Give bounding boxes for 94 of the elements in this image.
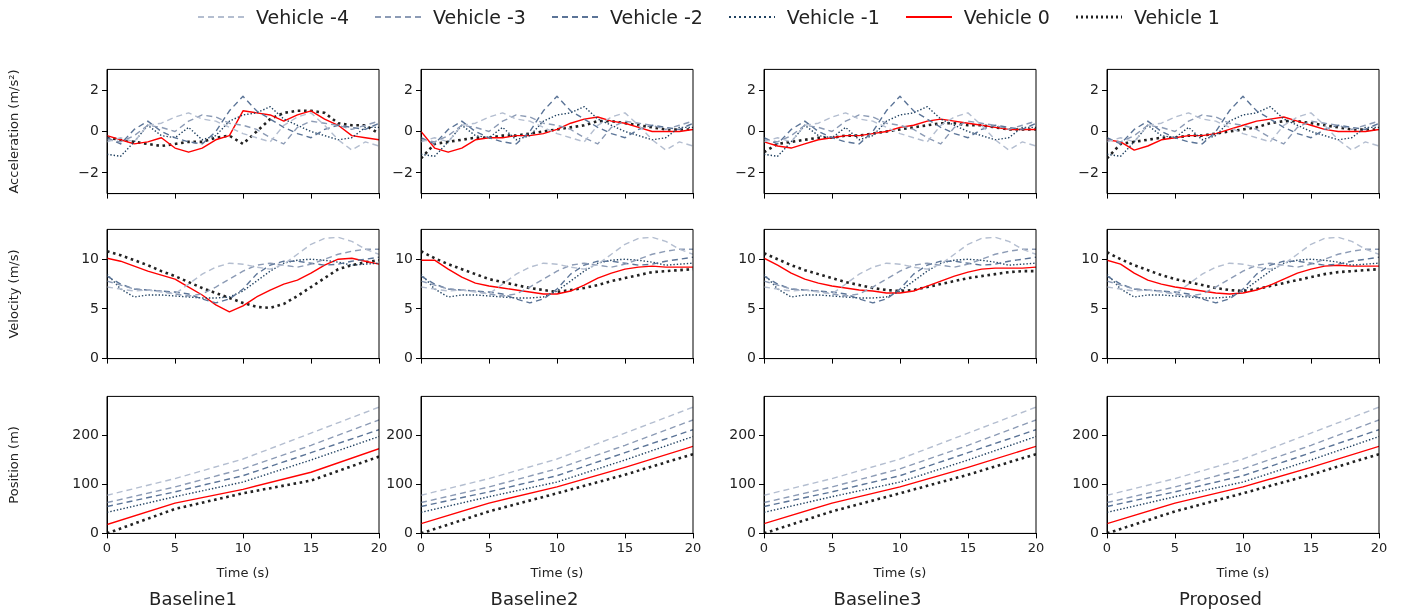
x-tick-label: 15	[302, 539, 320, 555]
x-tick-label: 15	[1302, 539, 1320, 555]
y-tick-label: 5	[404, 299, 413, 316]
text: Proposed	[1179, 587, 1262, 609]
y-tick-label: 200	[72, 426, 99, 443]
x-axis-title: Time (s)	[872, 564, 927, 580]
line-series	[421, 435, 693, 514]
line-series	[1107, 406, 1379, 496]
y-tick-label: 100	[1072, 475, 1099, 492]
line-series	[107, 236, 379, 295]
y-tick-label: 2	[1090, 80, 1099, 97]
line-series	[421, 236, 693, 295]
line-series	[107, 248, 379, 297]
line-series	[107, 435, 379, 514]
line-series	[764, 112, 1036, 151]
y-tick-label: 0	[747, 349, 756, 366]
x-tick-label: 20	[1370, 539, 1388, 555]
y-tick-label: −2	[78, 163, 99, 180]
y-tick-label: 100	[729, 475, 756, 492]
x-axis-title: Time (s)	[529, 564, 584, 580]
x-tick-label: 20	[370, 539, 388, 555]
y-tick-label: 5	[1090, 299, 1099, 316]
x-tick-label: 0	[416, 539, 426, 555]
text: Baseline3	[833, 587, 922, 609]
legend-label: Vehicle 0	[963, 6, 1050, 28]
y-tick-label: 10	[738, 249, 756, 266]
y-tick-label: 200	[1072, 426, 1099, 443]
x-tick-label: 20	[684, 539, 702, 555]
x-tick-label: 10	[891, 539, 909, 555]
y-tick-label: 200	[729, 426, 756, 443]
x-tick-label: 15	[616, 539, 634, 555]
line-series	[421, 105, 693, 158]
line-series	[1107, 236, 1379, 295]
y-tick-label: 2	[90, 80, 99, 97]
y-tick-label: 0	[90, 122, 99, 139]
line-series	[764, 105, 1036, 158]
y-tick-label: 5	[747, 299, 756, 316]
x-tick-label: 20	[1027, 539, 1045, 555]
text: Baseline2	[490, 587, 579, 609]
x-axis-title: Time (s)	[215, 564, 270, 580]
y-tick-label: 0	[747, 122, 756, 139]
x-tick-label: 0	[1102, 539, 1112, 555]
x-tick-label: 10	[1234, 539, 1252, 555]
y-tick-label: 100	[72, 475, 99, 492]
line-series	[107, 406, 379, 496]
y-tick-label: 200	[386, 426, 413, 443]
y-tick-label: −2	[1078, 163, 1099, 180]
line-series	[764, 406, 1036, 496]
y-tick-label: 0	[90, 524, 99, 541]
legend-label: Vehicle 1	[1133, 6, 1220, 28]
line-series	[421, 95, 693, 145]
y-tick-label: 0	[404, 349, 413, 366]
y-tick-label: 2	[747, 80, 756, 97]
y-tick-label: 0	[404, 524, 413, 541]
legend-label: Vehicle -3	[432, 6, 526, 28]
line-series	[421, 406, 693, 496]
y-tick-label: 2	[404, 80, 413, 97]
x-tick-label: 15	[959, 539, 977, 555]
line-series	[764, 236, 1036, 295]
y-tick-label: 0	[404, 122, 413, 139]
y-tick-label: 0	[1090, 524, 1099, 541]
text: Baseline1	[149, 587, 237, 609]
line-series	[764, 435, 1036, 514]
line-series	[1107, 95, 1379, 145]
y-tick-label: −2	[735, 163, 756, 180]
line-series	[107, 95, 379, 145]
line-series	[764, 95, 1036, 145]
line-series	[1107, 435, 1379, 514]
y-axis-title: Position (m)	[6, 426, 22, 504]
legend-label: Vehicle -1	[786, 6, 880, 28]
y-tick-label: 10	[395, 249, 413, 266]
y-axis-title: Velocity (m/s)	[6, 249, 22, 339]
y-tick-label: 0	[1090, 122, 1099, 139]
y-tick-label: 0	[1090, 349, 1099, 366]
x-tick-label: 5	[170, 539, 180, 555]
x-tick-label: 0	[759, 539, 769, 555]
y-tick-label: 0	[747, 524, 756, 541]
y-axis-title: Acceleration (m/s²)	[6, 69, 22, 194]
legend-label: Vehicle -4	[256, 6, 349, 28]
y-tick-label: 5	[90, 299, 99, 316]
x-tick-label: 0	[102, 539, 112, 555]
x-tick-label: 5	[484, 539, 494, 555]
y-tick-label: −2	[392, 163, 413, 180]
y-tick-label: 100	[386, 475, 413, 492]
x-axis-title: Time (s)	[1215, 564, 1270, 580]
line-series	[1107, 105, 1379, 158]
legend-label: Vehicle -2	[609, 6, 703, 28]
y-tick-label: 0	[90, 349, 99, 366]
y-tick-label: 10	[81, 249, 99, 266]
y-tick-label: 10	[1081, 249, 1099, 266]
x-tick-label: 5	[827, 539, 837, 555]
x-tick-label: 10	[548, 539, 566, 555]
x-tick-label: 10	[234, 539, 252, 555]
x-tick-label: 5	[1170, 539, 1180, 555]
